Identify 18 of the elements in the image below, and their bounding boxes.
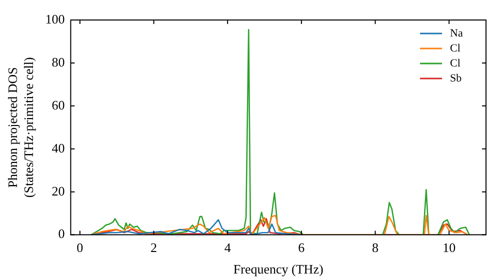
legend-label: Cl [450,42,460,54]
y-tick-label: 100 [45,11,65,26]
x-tick-label: 2 [150,240,158,256]
y-tick-label: 0 [58,226,65,242]
y-tick-label: 20 [52,183,65,198]
x-tick-label: 0 [76,240,84,256]
y-axis-title: Phonon projected DOS (States/THz·primitive cell) [5,57,36,198]
legend-label: Sb [450,72,462,84]
x-tick-label: 10 [442,240,456,256]
y-tick-label: 40 [52,140,65,156]
x-tick-label: 6 [298,240,306,256]
legend-label: Cl [450,57,460,70]
x-tick-label: 8 [372,240,379,256]
legend-label: Na [450,27,463,40]
y-tick-label: 80 [52,54,65,70]
x-axis-title: Frequency (THz) [233,262,324,277]
x-tick-label: 4 [224,240,232,256]
y-tick-label: 60 [52,97,65,112]
